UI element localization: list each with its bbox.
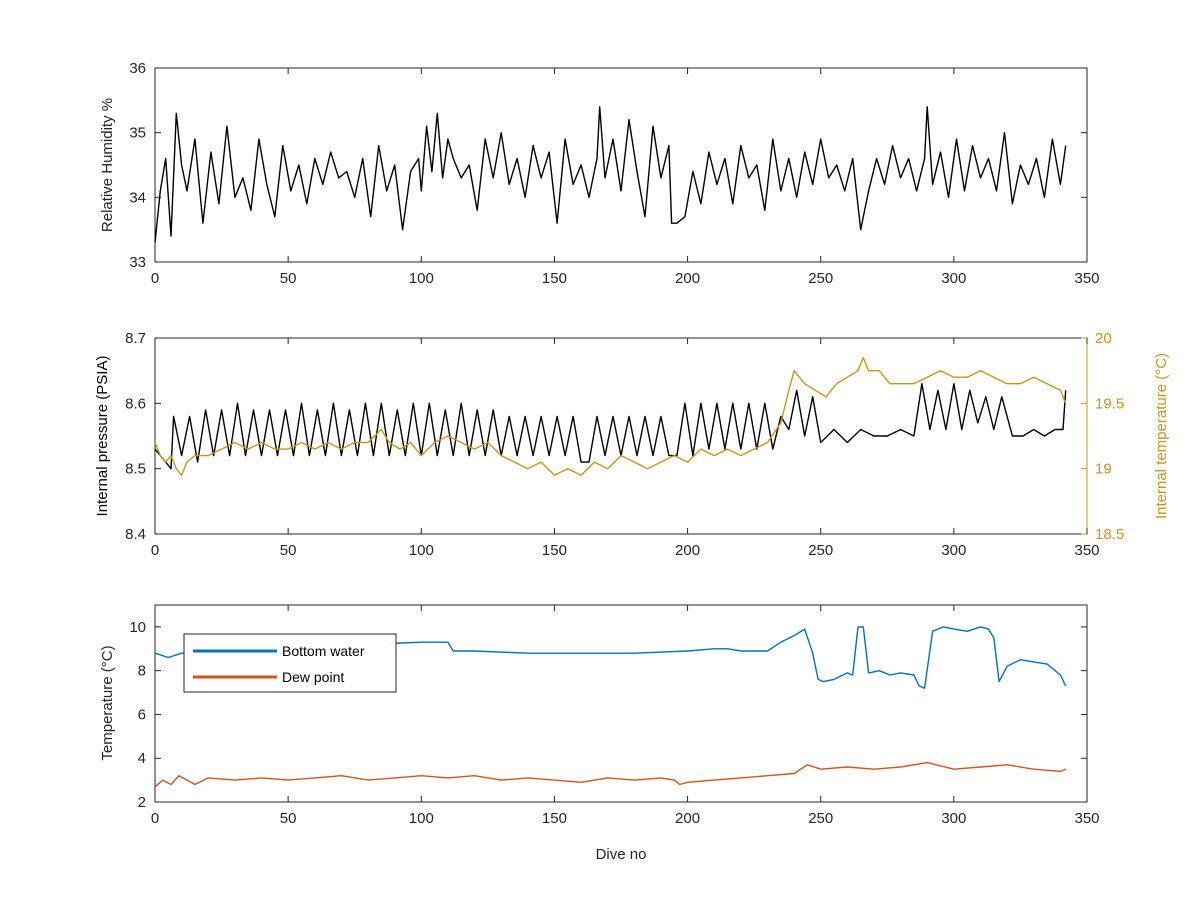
y-tick-label: 35 [129, 125, 146, 142]
temperature-y-axis-label: Temperature (°C) [99, 645, 116, 760]
x-tick-label: 350 [1074, 810, 1099, 827]
y-tick-label: 36 [129, 60, 146, 77]
humidity-panel: Relative Humidity % 0 50 100 150 200 250 300 35… [99, 60, 1100, 287]
y-tick-label: 8 [138, 663, 146, 680]
y-tick-label: 6 [138, 706, 146, 723]
series-0-line [154, 106, 1067, 243]
y-tick-label: 33 [129, 254, 146, 271]
y-tick-label: 10 [129, 619, 146, 636]
bottom-water-line [154, 626, 1067, 689]
legend-label-bottom-water: Bottom water [282, 643, 365, 659]
x-tick-label: 200 [675, 542, 700, 559]
x-tick-label: 300 [941, 542, 966, 559]
pressure-y-axis-label: Internal pressure (PSIA) [94, 356, 111, 517]
plot-lines [154, 626, 1067, 788]
y-tick-label: 2 [138, 794, 146, 811]
legend: Bottom water Dew point [183, 633, 397, 693]
x-tick-label: 250 [808, 542, 833, 559]
x-tick-label: 100 [409, 810, 434, 827]
x-tick-label: 100 [409, 270, 434, 287]
x-tick-label: 250 [808, 810, 833, 827]
x-tick-label: 50 [280, 270, 297, 287]
plot-lines [154, 106, 1067, 243]
series-1-line [154, 356, 1067, 476]
dew-point-line [154, 761, 1066, 788]
x-tick-label: 300 [941, 270, 966, 287]
x-tick-label: 150 [542, 542, 567, 559]
x-tick-label: 0 [151, 542, 159, 559]
right-y-tick-label: 19 [1095, 461, 1112, 478]
right-y-tick-label: 19.5 [1095, 395, 1124, 412]
y-tick-label: 4 [138, 750, 146, 767]
right-y-tick-label: 20 [1095, 330, 1112, 347]
right-y-tick-label: 18.5 [1095, 526, 1124, 543]
x-tick-label: 0 [151, 270, 159, 287]
humidity-y-axis-label: Relative Humidity % [99, 98, 116, 232]
temperature-panel: Temperature (°C) Dive no 0 50 100 150 200 250… [99, 604, 1100, 863]
x-tick-label: 200 [675, 270, 700, 287]
x-tick-label: 350 [1074, 542, 1099, 559]
x-tick-label: 300 [941, 810, 966, 827]
x-tick-label: 350 [1074, 270, 1099, 287]
y-tick-label: 8.6 [125, 395, 146, 412]
x-axis-label: Dive no [596, 846, 647, 863]
x-tick-label: 50 [280, 542, 297, 559]
y-tick-label: 8.4 [125, 526, 146, 543]
pressure-temperature-panel: Internal pressure (PSIA) Internal temper… [94, 330, 1170, 559]
y-tick-label: 34 [129, 189, 146, 206]
x-tick-label: 50 [280, 810, 297, 827]
legend-box [183, 633, 397, 693]
x-tick-label: 150 [542, 270, 567, 287]
x-tick-label: 100 [409, 542, 434, 559]
pressure-plot-box [154, 337, 1088, 535]
x-tick-label: 150 [542, 810, 567, 827]
x-tick-label: 0 [151, 810, 159, 827]
plot-lines [154, 356, 1067, 476]
x-tick-label: 250 [808, 270, 833, 287]
y-tick-label: 8.7 [125, 330, 146, 347]
humidity-plot-box [154, 67, 1088, 263]
series-0-line [154, 383, 1067, 470]
internal-temperature-y-axis-label: Internal temperature (°C) [1153, 353, 1170, 519]
x-tick-label: 200 [675, 810, 700, 827]
legend-label-dew-point: Dew point [282, 669, 344, 685]
y-tick-label: 8.5 [125, 461, 146, 478]
